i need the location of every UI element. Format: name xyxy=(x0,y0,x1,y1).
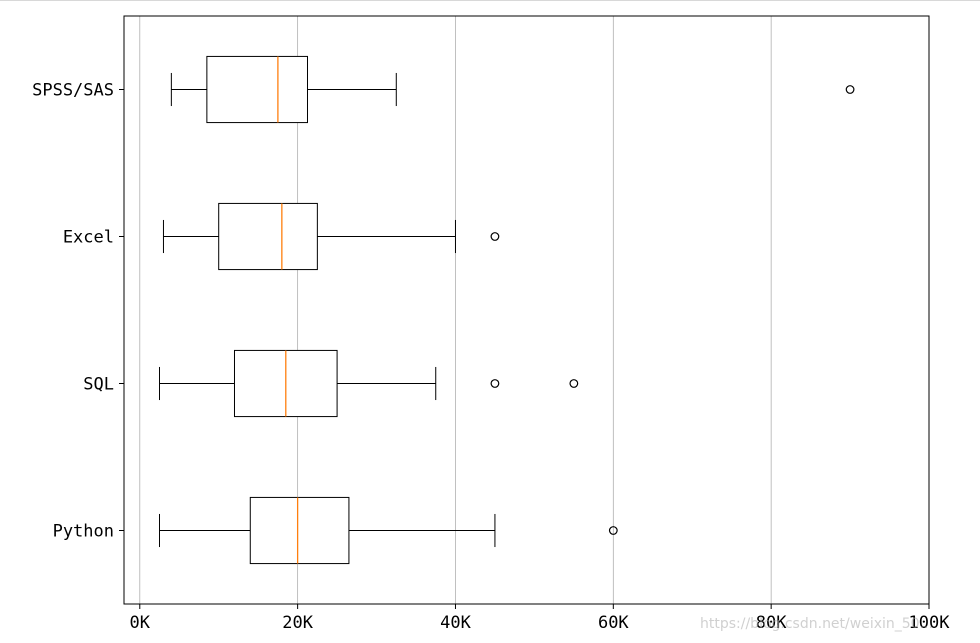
y-tick-label: SPSS/SAS xyxy=(32,81,114,101)
x-tick-label: 0K xyxy=(130,613,151,633)
x-axis: 0K 20K 40K 60K 80K 100K xyxy=(130,604,951,633)
plot-frame xyxy=(123,15,930,605)
y-axis: Python SQL Excel SPSS/SAS xyxy=(32,81,124,542)
y-tick-label: Excel xyxy=(63,228,114,248)
box-iqr xyxy=(249,496,350,565)
box-plot-series xyxy=(159,55,855,565)
y-tick-label: SQL xyxy=(83,375,114,395)
box-iqr xyxy=(218,202,318,271)
box-group-python xyxy=(159,496,618,565)
watermark-text: https://blog.csdn.net/weixin_50... xyxy=(700,616,933,632)
box-iqr xyxy=(206,55,308,124)
outlier-point xyxy=(845,85,855,94)
box-group-spss-sas xyxy=(170,55,855,124)
outlier-point xyxy=(490,232,500,241)
x-tick-label: 80K xyxy=(756,613,787,633)
y-tick-label: Python xyxy=(53,522,114,542)
box-group-sql xyxy=(159,349,579,418)
x-tick-label: 20K xyxy=(282,613,313,633)
x-tick-label: 40K xyxy=(440,613,471,633)
x-tick-label: 100K xyxy=(909,613,951,633)
top-border-line xyxy=(0,0,980,1)
box-group-excel xyxy=(162,202,500,271)
outlier-point xyxy=(608,526,618,535)
x-tick-label: 60K xyxy=(598,613,629,633)
outlier-point xyxy=(490,379,500,388)
outlier-point xyxy=(569,379,579,388)
